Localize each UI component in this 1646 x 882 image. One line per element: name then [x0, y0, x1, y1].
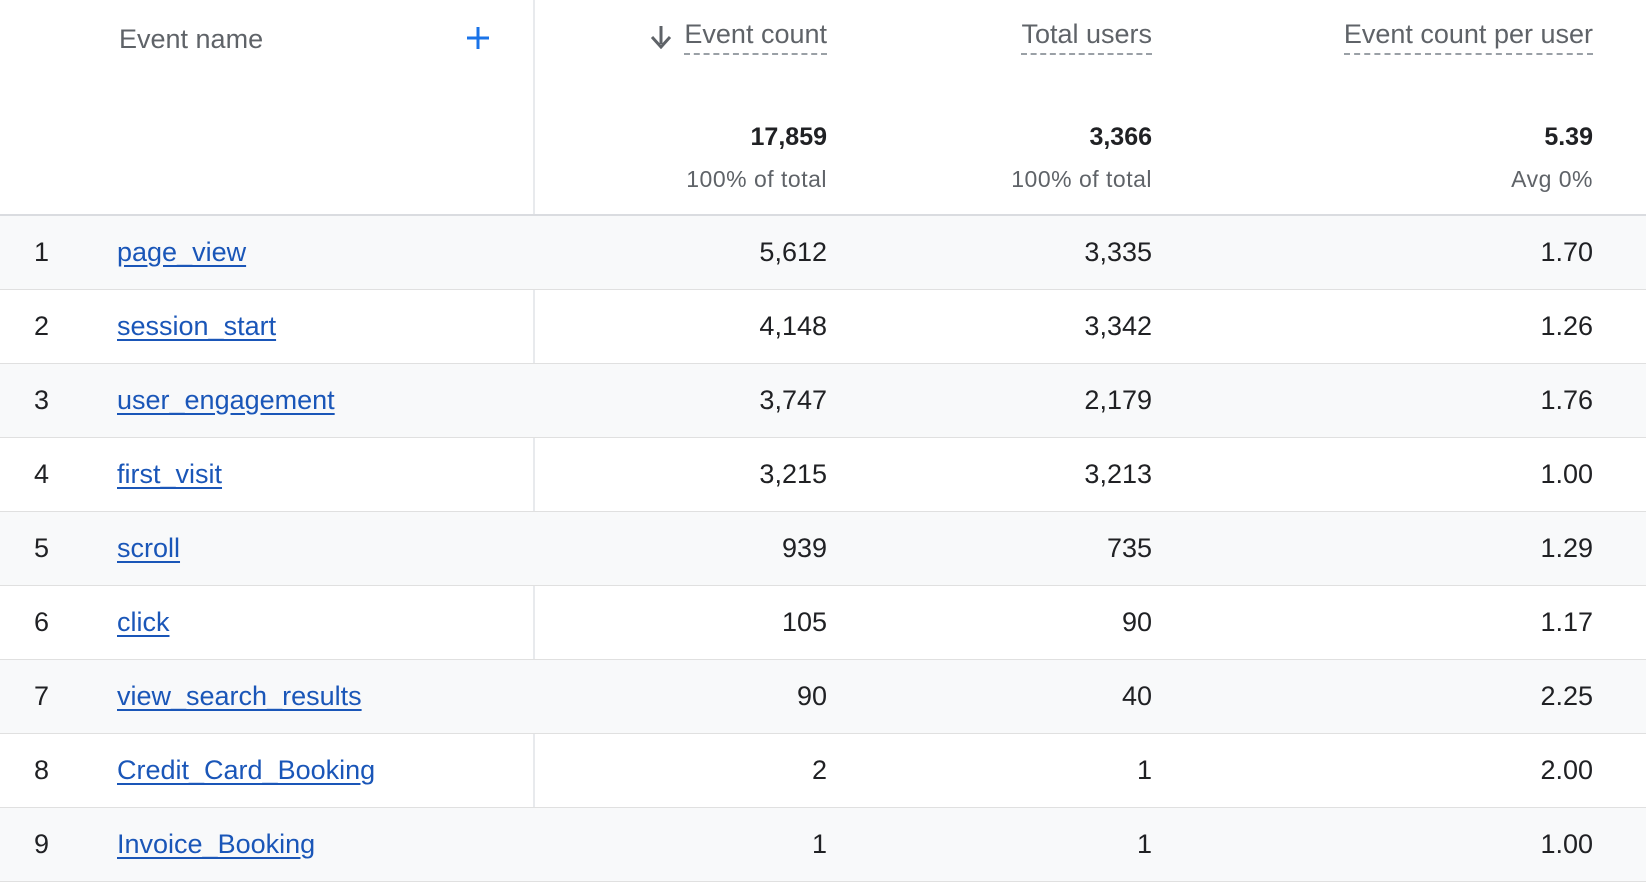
event-name-link[interactable]: first_visit	[117, 459, 223, 489]
event-name-link[interactable]: click	[117, 607, 170, 637]
event-count-header[interactable]: Event count	[650, 16, 827, 58]
total-users-cell: 3,213	[1084, 459, 1152, 489]
row-index: 8	[34, 755, 50, 785]
total-users-cell: 735	[1106, 533, 1152, 563]
total-users-label[interactable]: Total users	[1021, 16, 1152, 55]
total-users-total: 3,366 100% of total	[1011, 122, 1152, 194]
total-value: 5.39	[1544, 123, 1593, 151]
table-row: 9 Invoice_Booking 1 1 1.00	[0, 808, 1646, 882]
per-user-total: 5.39 Avg 0%	[1511, 122, 1593, 194]
event-count-cell: 3,747	[759, 385, 827, 415]
event-count-total: 17,859 100% of total	[686, 122, 827, 194]
row-index: 3	[34, 385, 50, 415]
event-name-link[interactable]: view_search_results	[117, 681, 362, 711]
per-user-cell: 2.00	[1540, 755, 1593, 785]
per-user-cell: 1.70	[1540, 237, 1593, 267]
total-users-cell: 1	[1136, 755, 1152, 785]
event-name-header[interactable]: Event name	[119, 24, 264, 54]
event-name-link[interactable]: Credit_Card_Booking	[117, 755, 376, 785]
total-users-cell: 1	[1136, 829, 1152, 859]
total-users-cell: 40	[1121, 681, 1152, 711]
per-user-cell: 2.25	[1540, 681, 1593, 711]
event-count-per-user-header[interactable]: Event count per user	[1343, 16, 1593, 55]
event-count-cell: 4,148	[759, 311, 827, 341]
event-name-link[interactable]: user_engagement	[117, 385, 335, 415]
row-index: 1	[34, 237, 50, 267]
table-row: 8 Credit_Card_Booking 2 1 2.00	[0, 734, 1646, 808]
table-row: 5 scroll 939 735 1.29	[0, 512, 1646, 586]
column-divider	[533, 0, 535, 878]
total-subtext: Avg 0%	[1511, 166, 1593, 192]
table-row: 2 session_start 4,148 3,342 1.26	[0, 290, 1646, 364]
total-subtext: 100% of total	[1011, 166, 1152, 192]
row-index: 9	[34, 829, 50, 859]
total-users-cell: 90	[1121, 607, 1152, 637]
per-user-cell: 1.17	[1540, 607, 1593, 637]
total-value: 17,859	[750, 123, 827, 151]
event-count-cell: 90	[796, 681, 827, 711]
table-row: 6 click 105 90 1.17	[0, 586, 1646, 660]
row-index: 7	[34, 681, 50, 711]
total-value: 3,366	[1089, 123, 1152, 151]
total-users-cell: 2,179	[1084, 385, 1152, 415]
row-index: 5	[34, 533, 50, 563]
event-count-per-user-label[interactable]: Event count per user	[1343, 16, 1593, 55]
table-body: 1 page_view 5,612 3,335 1.70 2 session_s…	[0, 216, 1646, 882]
total-users-header[interactable]: Total users	[1021, 16, 1152, 55]
table-row: 7 view_search_results 90 40 2.25	[0, 660, 1646, 734]
total-users-cell: 3,342	[1084, 311, 1152, 341]
event-count-cell: 5,612	[759, 237, 827, 267]
event-name-link[interactable]: scroll	[117, 533, 181, 563]
total-subtext: 100% of total	[686, 166, 827, 192]
event-count-cell: 1	[811, 829, 827, 859]
plus-icon	[467, 27, 489, 49]
header-divider	[0, 214, 1646, 216]
per-user-cell: 1.00	[1540, 829, 1593, 859]
row-index: 6	[34, 607, 50, 637]
per-user-cell: 1.00	[1540, 459, 1593, 489]
per-user-cell: 1.26	[1540, 311, 1593, 341]
event-name-link[interactable]: page_view	[117, 237, 247, 267]
event-count-cell: 3,215	[759, 459, 827, 489]
row-index: 4	[34, 459, 50, 489]
total-users-cell: 3,335	[1084, 237, 1152, 267]
event-name-link[interactable]: session_start	[117, 311, 277, 341]
arrow-down-sort-icon[interactable]	[650, 22, 672, 58]
per-user-cell: 1.29	[1540, 533, 1593, 563]
row-index: 2	[34, 311, 50, 341]
per-user-cell: 1.76	[1540, 385, 1593, 415]
event-count-label[interactable]: Event count	[684, 16, 827, 55]
event-count-cell: 105	[781, 607, 827, 637]
table-row: 3 user_engagement 3,747 2,179 1.76	[0, 364, 1646, 438]
event-name-link[interactable]: Invoice_Booking	[117, 829, 316, 859]
add-dimension-button[interactable]	[458, 18, 498, 58]
event-count-cell: 2	[811, 755, 827, 785]
event-count-cell: 939	[781, 533, 827, 563]
table-row: 4 first_visit 3,215 3,213 1.00	[0, 438, 1646, 512]
table-row: 1 page_view 5,612 3,335 1.70	[0, 216, 1646, 290]
